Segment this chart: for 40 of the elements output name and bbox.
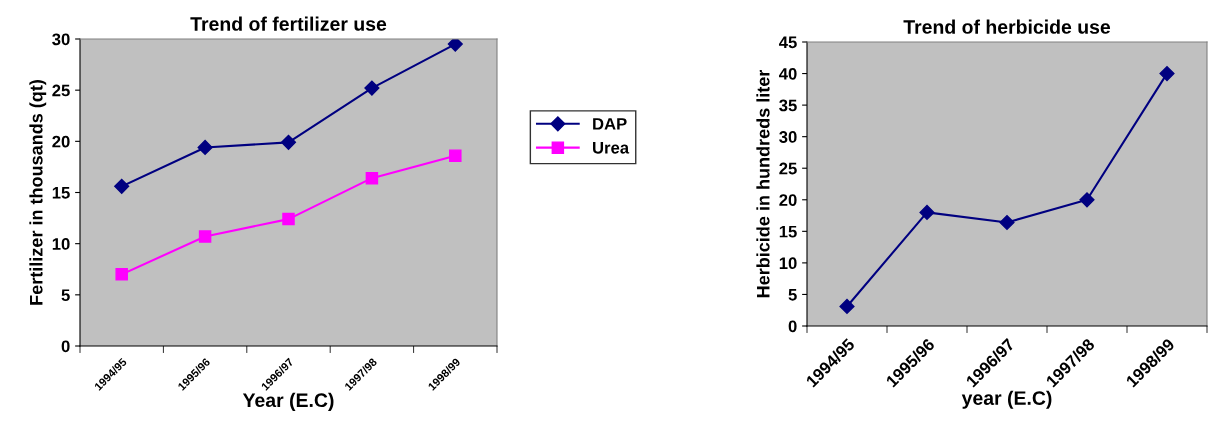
- point: [280, 134, 297, 150]
- point: [999, 214, 1015, 231]
- y-axis-title: Fertilizer in thousands (qt): [29, 80, 47, 305]
- y-tick-label: 45: [778, 36, 797, 49]
- point: [449, 149, 462, 162]
- y-tick-label: 25: [52, 84, 70, 97]
- y-tick-label: 40: [778, 67, 797, 80]
- y-tick-label: 30: [52, 33, 70, 46]
- legend-label: Urea: [593, 142, 630, 154]
- y-tick-label: 35: [779, 99, 797, 112]
- point: [282, 212, 295, 226]
- point: [198, 230, 212, 243]
- point: [364, 80, 380, 96]
- chart-title: Trend of fertilizer use: [190, 16, 387, 31]
- y-tick-label: 15: [779, 225, 797, 238]
- point: [365, 171, 379, 185]
- y-tick-label: 15: [52, 187, 70, 199]
- y-tick-label: 30: [779, 131, 797, 143]
- y-tick-label: 5: [788, 289, 797, 301]
- legend-label: DAP: [593, 118, 627, 130]
- y-tick-label: 0: [788, 320, 797, 333]
- chart-title: Trend of herbicide use: [903, 19, 1111, 34]
- x-axis-title: year (E.C): [961, 390, 1052, 409]
- y-tick-label: 20: [779, 194, 797, 206]
- y-tick-label: 5: [61, 289, 70, 302]
- point: [839, 298, 855, 315]
- y-tick-label: 25: [779, 162, 797, 175]
- point: [114, 178, 130, 194]
- point: [1079, 192, 1095, 208]
- point: [197, 139, 213, 156]
- x-axis-title: Year (E.C): [242, 392, 334, 411]
- y-tick-label: 10: [52, 238, 70, 250]
- y-tick-label: 20: [52, 135, 70, 148]
- point: [115, 268, 128, 281]
- point: [919, 204, 935, 220]
- y-tick-label: 10: [779, 257, 797, 270]
- point: [447, 39, 463, 52]
- y-tick-label: 0: [61, 340, 70, 353]
- point: [1159, 65, 1175, 82]
- y-axis-title: Herbicide in hundreds liter: [756, 69, 770, 298]
